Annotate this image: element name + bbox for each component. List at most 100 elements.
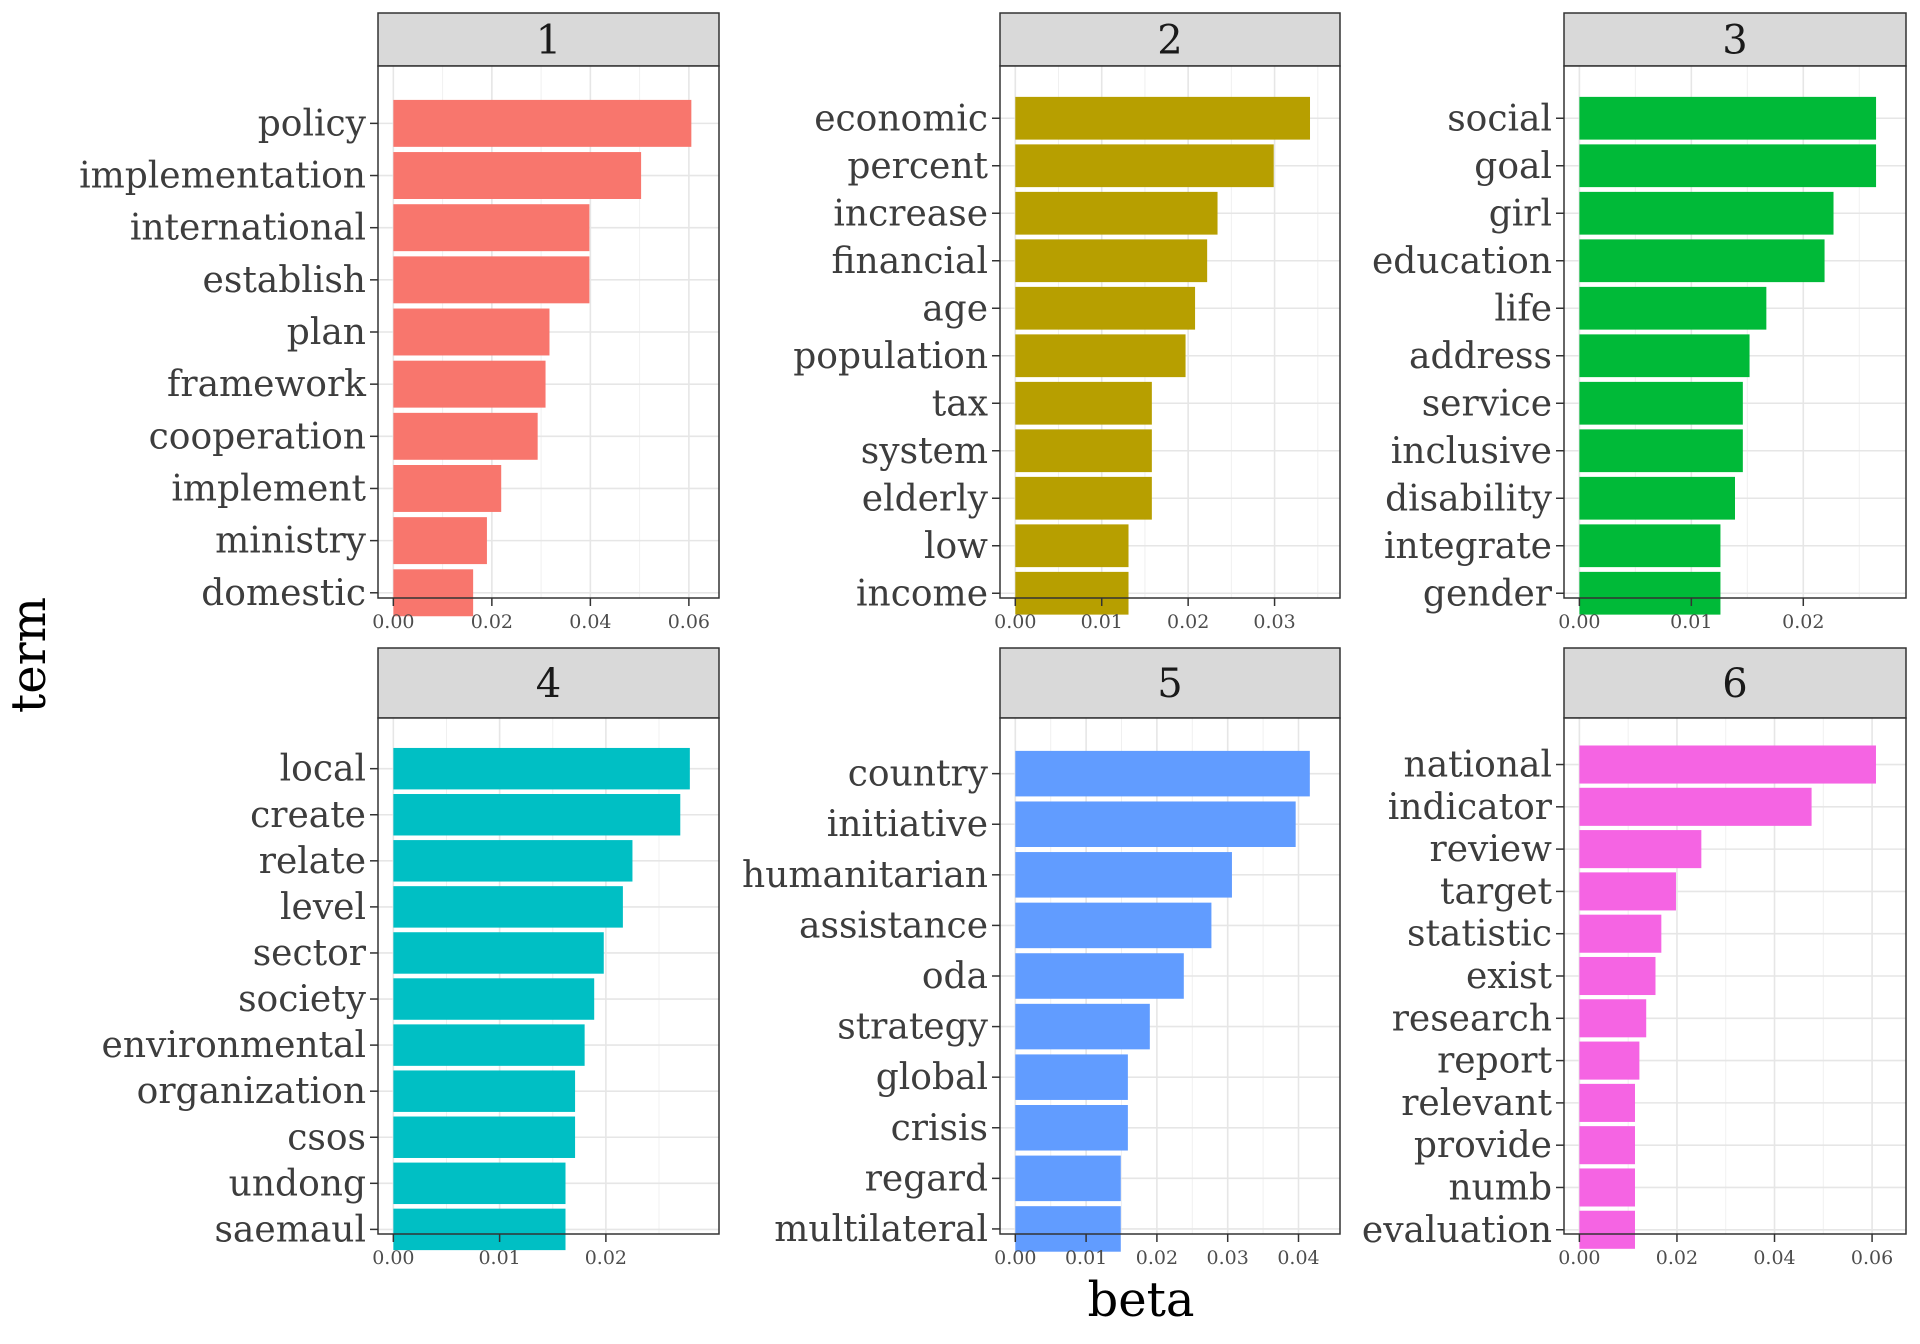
bar-system — [1015, 429, 1152, 473]
term-label-statistic: statistic — [1407, 914, 1552, 955]
bar-income — [1015, 571, 1129, 615]
term-label-ministry: ministry — [215, 521, 367, 562]
term-label-target: target — [1440, 871, 1552, 912]
term-label-indicator: indicator — [1388, 787, 1553, 828]
term-label-integrate: integrate — [1384, 526, 1552, 567]
bar-percent — [1015, 144, 1274, 188]
bar-domestic — [393, 569, 474, 617]
facet-strip — [1563, 647, 1907, 719]
term-label-address: address — [1409, 336, 1552, 377]
term-label-social: social — [1447, 98, 1552, 139]
term-label-low: low — [924, 526, 988, 567]
term-label-policy: policy — [258, 103, 367, 144]
bar-saemaul — [393, 1208, 566, 1251]
bar-plan — [393, 308, 550, 356]
term-label-sector: sector — [253, 933, 367, 974]
term-label-organization: organization — [137, 1071, 366, 1112]
term-label-population: population — [793, 336, 988, 377]
bar-initiative — [1015, 801, 1296, 847]
x-tick-label: 0.00 — [994, 1247, 1036, 1269]
term-label-csos: csos — [287, 1117, 366, 1158]
bar-financial — [1015, 239, 1208, 283]
facet-panel-2: 2 economic percent increase financial age popu… — [793, 12, 1341, 633]
bar-global — [1015, 1054, 1128, 1100]
facet-panel-1: 1 policy implementation international establ… — [79, 12, 720, 633]
bar-level — [393, 886, 623, 928]
bar-strategy — [1015, 1003, 1150, 1050]
bar-relevant — [1579, 1083, 1635, 1122]
facet-panel-4: 4 local create relate level sector society envi… — [102, 647, 720, 1269]
x-tick-label: 0.02 — [1656, 1247, 1698, 1269]
y-axis-title: term — [1, 597, 57, 713]
facet-strip-label: 4 — [536, 661, 561, 707]
term-label-international: international — [130, 208, 366, 249]
bar-undong — [393, 1162, 566, 1205]
term-label-oda: oda — [922, 956, 988, 997]
bar-address — [1579, 334, 1750, 378]
bar-cooperation — [393, 412, 538, 460]
term-label-saemaul: saemaul — [214, 1209, 366, 1250]
x-tick-label: 0.01 — [1081, 611, 1123, 633]
bar-exist — [1579, 956, 1656, 996]
bar-goal — [1579, 144, 1877, 188]
facet-strip — [377, 12, 720, 67]
bar-gender — [1579, 571, 1721, 615]
bar-establish — [393, 256, 590, 304]
bar-oda — [1015, 953, 1184, 999]
facet-strip — [999, 12, 1341, 67]
term-label-inclusive: inclusive — [1391, 431, 1552, 472]
x-tick-label: 0.04 — [569, 611, 611, 633]
x-tick-label: 0.06 — [1851, 1247, 1893, 1269]
panel-border — [1563, 717, 1907, 1235]
term-label-society: society — [238, 979, 367, 1020]
x-tick-label: 0.02 — [1782, 611, 1824, 633]
panel-border — [1563, 65, 1907, 599]
term-label-relate: relate — [259, 841, 366, 882]
bar-service — [1579, 381, 1743, 425]
bar-economic — [1015, 96, 1311, 140]
term-label-establish: establish — [203, 260, 366, 301]
facet-strip-label: 3 — [1722, 18, 1747, 64]
bar-social — [1579, 96, 1877, 140]
facet-strip-label: 2 — [1157, 18, 1182, 64]
facet-panel-6: 6nationalindicatorreviewtargetstatistice… — [1362, 647, 1907, 1269]
bar-sector — [393, 932, 604, 974]
term-label-humanitarian: humanitarian — [742, 855, 988, 896]
bar-policy — [393, 99, 692, 147]
term-label-domestic: domestic — [201, 573, 366, 614]
bar-humanitarian — [1015, 852, 1232, 898]
facet-strip-label: 1 — [536, 18, 561, 64]
bar-assistance — [1015, 902, 1212, 949]
bar-implement — [393, 465, 502, 512]
x-tick-label: 0.01 — [1065, 1247, 1107, 1269]
term-label-implementation: implementation — [79, 156, 366, 197]
bar-life — [1579, 286, 1767, 330]
term-label-tax: tax — [932, 383, 988, 424]
term-label-evaluation: evaluation — [1362, 1210, 1552, 1251]
term-label-country: country — [848, 754, 989, 795]
term-label-disability: disability — [1385, 478, 1553, 519]
term-label-regard: regard — [865, 1158, 988, 1199]
term-label-assistance: assistance — [799, 905, 988, 946]
bar-age — [1015, 286, 1196, 330]
x-tick-label: 0.00 — [1558, 611, 1600, 633]
term-label-service: service — [1422, 383, 1552, 424]
term-label-cooperation: cooperation — [149, 416, 366, 457]
x-tick-label: 0.01 — [478, 1247, 520, 1269]
bar-elderly — [1015, 476, 1152, 520]
term-label-gender: gender — [1423, 573, 1553, 614]
term-label-income: income — [856, 573, 988, 614]
bar-disability — [1579, 476, 1735, 520]
bar-relate — [393, 840, 633, 882]
term-label-education: education — [1372, 241, 1552, 282]
x-tick-label: 0.01 — [1670, 611, 1712, 633]
x-axis-title: beta — [1087, 1272, 1194, 1328]
term-label-age: age — [922, 288, 988, 329]
term-label-implement: implement — [171, 468, 366, 509]
facet-panel-5: 5 country initiative humanitarian assistance… — [742, 647, 1341, 1269]
bar-create — [393, 794, 681, 836]
bar-low — [1015, 524, 1129, 568]
term-label-numb: numb — [1448, 1167, 1552, 1208]
term-label-life: life — [1494, 288, 1552, 329]
bar-national — [1579, 745, 1876, 784]
